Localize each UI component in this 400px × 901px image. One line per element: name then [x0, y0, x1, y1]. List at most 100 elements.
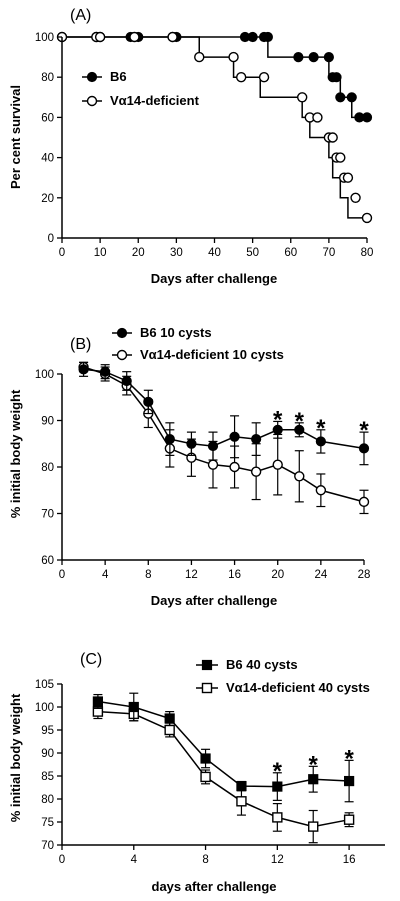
panel-c-y-tick-label: 100: [35, 702, 54, 714]
panel-a-x-tick-label: 20: [132, 247, 145, 259]
panel-a-y-tick-label: 60: [41, 112, 54, 124]
panel-c-b6-point: [92, 696, 103, 707]
panel-a-x-tick-label: 40: [208, 247, 221, 259]
panel-c-y-tick-label: 80: [41, 794, 54, 806]
panel-a-y-tick-label: 0: [48, 233, 54, 245]
panel-b-y-tick-label: 70: [41, 509, 54, 521]
panel-a-y-axis-title: Per cent survival: [8, 85, 23, 189]
data-point-b6: [361, 112, 373, 123]
legend-marker-b6-40: [201, 659, 213, 671]
panel-c-y-tick-label: 90: [41, 748, 54, 760]
legend-label-b6-40: B6 40 cysts: [226, 657, 298, 672]
survival-curve-va14: [62, 36, 367, 219]
panel-b-y-tick-label: 90: [41, 416, 54, 428]
panel-b-x-tick-label: 12: [185, 569, 198, 581]
legend-label-b6-10: B6 10 cysts: [140, 325, 212, 340]
panel-a-x-tick-label: 80: [361, 247, 374, 259]
panel-c-y-tick-label: 95: [41, 725, 54, 737]
panel-c-significance-star: *: [309, 751, 319, 778]
panel-b-y-axis-title: % initial body weight: [8, 389, 23, 518]
data-point-b6: [308, 51, 319, 63]
panel-b-va14-point: [207, 459, 219, 470]
data-point-va14: [335, 152, 346, 163]
panel-b-b6-point: [100, 366, 111, 377]
panel-c-x-tick-label: 12: [271, 854, 284, 866]
panel-b-b6-point: [207, 440, 219, 452]
panel-b-b6-point: [229, 431, 240, 442]
panel-a-x-axis-title: Days after challenge: [151, 271, 277, 286]
data-point-va14: [167, 31, 178, 43]
panel-a-x-tick-label: 70: [322, 247, 335, 259]
panel-c-b6-point: [200, 753, 211, 764]
panel-b-b6-point: [315, 436, 326, 447]
panel-b-x-tick-label: 20: [271, 569, 284, 581]
panel-c-y-tick-label: 85: [41, 771, 54, 783]
panel-a-y-tick-label: 40: [41, 153, 54, 165]
data-point-b6: [262, 31, 273, 43]
data-point-va14: [129, 31, 140, 43]
data-point-va14: [361, 212, 373, 224]
panel-a-x-tick-label: 30: [170, 247, 183, 259]
data-point-va14: [296, 92, 308, 103]
panel-a-x-tick-label: 60: [284, 247, 297, 259]
panel-b-x-tick-label: 16: [228, 569, 241, 581]
panel-b: (B) 0 4 8 12 16 20 24 28 60 70 80 90 100 * * * * Days a…: [8, 325, 370, 608]
panel-c-b6-point: [272, 781, 283, 792]
panel-c-y-axis-title: % initial body weight: [8, 693, 23, 822]
panel-c: (C) 0 4 8 12 16 70 75 80 85 90 95 100 105 * * * days a…: [8, 651, 385, 894]
data-point-b6: [331, 72, 342, 83]
panel-a-y-tick-label: 20: [41, 193, 54, 205]
panel-b-y-tick-label: 60: [41, 555, 54, 567]
panel-b-b6-point: [143, 396, 154, 407]
data-point-va14: [228, 51, 239, 63]
panel-b-x-axis-title: Days after challenge: [151, 593, 277, 608]
legend-marker-va14: [86, 95, 98, 107]
panel-b-b6-point: [251, 434, 262, 445]
panel-b-b6-point: [186, 438, 197, 449]
panel-c-y-tick-label: 70: [41, 840, 54, 852]
panel-c-va14-point: [272, 812, 283, 823]
panel-b-b6-point: [121, 375, 132, 387]
legend-marker-b6: [86, 71, 98, 83]
panel-b-x-tick-label: 28: [358, 569, 371, 581]
legend-label-va14-40: Vα14-deficient 40 cysts: [226, 680, 370, 695]
panel-c-va14-point: [200, 771, 211, 783]
data-point-b6: [346, 92, 357, 103]
panel-b-y-tick-label: 100: [35, 369, 54, 381]
panel-c-x-axis-title: days after challenge: [152, 879, 277, 894]
panel-b-x-tick-label: 24: [314, 569, 327, 581]
panel-b-x-tick-label: 0: [59, 569, 65, 581]
panel-c-y-tick-label: 105: [35, 679, 54, 691]
panel-b-significance-star: *: [295, 408, 305, 435]
panel-c-va14-point: [164, 724, 175, 736]
panel-a-x-tick-label: 10: [94, 247, 107, 259]
panel-b-label: (B): [70, 336, 91, 353]
panel-b-significance-star: *: [273, 406, 283, 433]
panel-a-x-tick-label: 50: [246, 247, 259, 259]
panel-b-b6-point: [164, 434, 175, 445]
panel-c-label: (C): [80, 651, 102, 668]
legend-marker-va14-40: [201, 682, 213, 694]
panel-b-b6-point: [358, 443, 370, 454]
data-point-va14: [342, 172, 354, 183]
panel-b-legend: B6 10 cysts Vα14-deficient 10 cysts: [112, 325, 284, 362]
panel-b-significance-star: *: [359, 417, 369, 444]
panel-a-legend: B6 Vα14-deficient: [82, 69, 200, 108]
panel-b-va14-point: [358, 496, 370, 508]
panel-a: (A) 0 10 20 30 40 50 60 70 80 0 20 40 60 80 100 Days a…: [8, 7, 373, 286]
panel-c-legend: B6 40 cysts Vα14-deficient 40 cysts: [196, 657, 370, 695]
panel-c-x-tick-label: 4: [131, 854, 138, 866]
panel-b-va14-point: [315, 485, 327, 496]
panel-c-significance-star: *: [273, 758, 283, 785]
panel-b-x-tick-label: 8: [145, 569, 151, 581]
panel-c-b6-point: [308, 774, 319, 785]
legend-marker-b6-10: [116, 327, 128, 339]
panel-b-y-tick-label: 80: [41, 462, 54, 474]
panel-a-y-tick-label: 100: [35, 32, 54, 44]
data-point-va14: [194, 51, 205, 63]
data-point-b6: [247, 31, 258, 43]
data-point-va14: [235, 71, 247, 83]
panel-c-b6-point: [128, 701, 139, 713]
panel-b-x-tick-label: 4: [102, 569, 109, 581]
